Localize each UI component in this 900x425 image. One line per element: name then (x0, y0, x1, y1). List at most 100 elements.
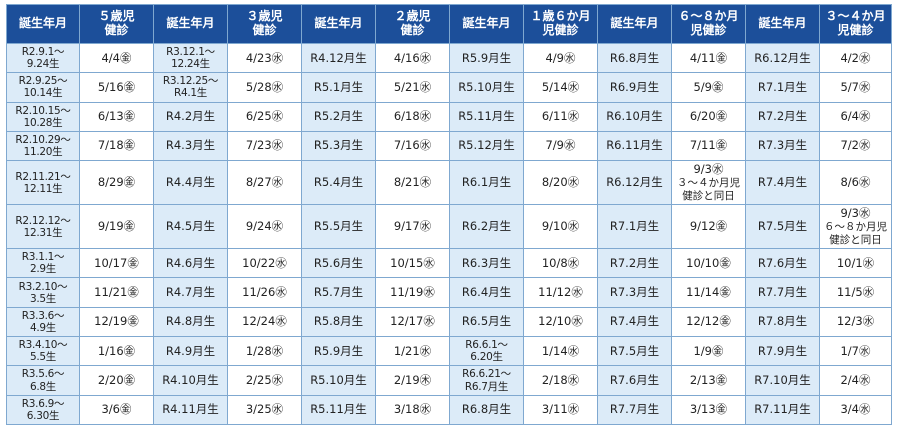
birth-month-cell: R6.6.1～ 6.20生 (449, 336, 524, 367)
birth-month-cell: R3.12.1～ 12.24生 (153, 42, 228, 74)
checkup-date-cell: 4/23㊌ (227, 42, 302, 74)
birth-month-cell: R7.3月生 (745, 130, 820, 162)
checkup-header: ３～４か月 児健診 (819, 4, 892, 44)
checkup-date-cell: 2/25㊌ (227, 365, 302, 396)
birth-month-cell: R5.2月生 (301, 101, 376, 132)
checkup-date-cell: 4/2㊌ (819, 42, 892, 74)
checkup-schedule-table: 誕生年月 ５歳児 健診 誕生年月 ３歳児 健診 誕生年月 ２歳児 健診 誕生年月 １歳６か月 児健診誕… (6, 4, 892, 425)
checkup-date-cell: 6/11㊌ (523, 101, 598, 132)
checkup-date-cell: 1/7㊌ (819, 336, 892, 367)
table-row: R3.5.6～ 6.8生 2/20㊎ R4.10月生 2/25㊌ R5.10月生 2/19㊍… (6, 365, 892, 396)
checkup-date-cell: 11/26㊌ (227, 277, 302, 308)
checkup-date-cell: 7/16㊌ (375, 130, 450, 162)
checkup-date-cell: 12/17㊌ (375, 306, 450, 338)
birth-month-cell: R6.5月生 (449, 306, 524, 338)
birth-month-cell: R7.4月生 (597, 306, 672, 338)
birth-month-cell: R7.2月生 (597, 248, 672, 279)
birth-month-cell: R4.10月生 (153, 365, 228, 396)
birth-month-cell: R6.9月生 (597, 72, 672, 103)
birth-month-header: 誕生年月 (153, 4, 228, 44)
checkup-date-cell: 12/24㊌ (227, 306, 302, 338)
checkup-header: ３歳児 健診 (227, 4, 302, 44)
birth-month-header: 誕生年月 (6, 4, 80, 44)
birth-month-cell: R7.4月生 (745, 160, 820, 206)
checkup-date-cell: 12/19㊎ (79, 306, 154, 338)
checkup-date-cell: 3/6㊎ (79, 394, 154, 425)
birth-month-cell: R6.2月生 (449, 204, 524, 250)
birth-month-cell: R7.3月生 (597, 277, 672, 308)
checkup-date-cell: 9/17㊌ (375, 204, 450, 250)
birth-month-cell: R7.10月生 (745, 365, 820, 396)
birth-month-header: 誕生年月 (449, 4, 524, 44)
checkup-date-cell: 7/11㊎ (671, 130, 746, 162)
table-row: R2.10.15～ 10.28生 6/13㊎ R4.2月生 6/25㊌ R5.2月生 6/1… (6, 101, 892, 132)
header-row: 誕生年月 ５歳児 健診 誕生年月 ３歳児 健診 誕生年月 ２歳児 健診 誕生年月 １歳６か月 児健診誕… (6, 4, 892, 44)
birth-month-cell: R6.8月生 (449, 394, 524, 425)
birth-month-cell: R5.10月生 (449, 72, 524, 103)
checkup-date-cell: 3/13㊎ (671, 394, 746, 425)
checkup-date-cell: 10/10㊎ (671, 248, 746, 279)
table-body: R2.9.1～ 9.24生 4/4㊎ R3.12.1～ 12.24生 4/23㊌ R4.12… (6, 42, 892, 425)
birth-month-cell: R6.4月生 (449, 277, 524, 308)
birth-month-cell: R2.9.25～ 10.14生 (6, 72, 80, 103)
checkup-date-cell: 11/5㊌ (819, 277, 892, 308)
checkup-date-cell: 9/19㊎ (79, 204, 154, 250)
checkup-date-cell: 6/20㊎ (671, 101, 746, 132)
checkup-date-cell: 9/3㊌ ６～８か月児 健診と同日 (819, 204, 892, 250)
birth-month-cell: R5.6月生 (301, 248, 376, 279)
birth-month-cell: R6.3月生 (449, 248, 524, 279)
checkup-date-cell: 7/18㊎ (79, 130, 154, 162)
birth-month-cell: R5.7月生 (301, 277, 376, 308)
checkup-header: １歳６か月 児健診 (523, 4, 598, 44)
birth-month-cell: R5.11月生 (449, 101, 524, 132)
birth-month-cell: R7.11月生 (745, 394, 820, 425)
checkup-date-cell: 10/17㊎ (79, 248, 154, 279)
checkup-header: ５歳児 健診 (79, 4, 154, 44)
checkup-date-cell: 8/21㊍ (375, 160, 450, 206)
checkup-date-cell: 7/2㊌ (819, 130, 892, 162)
checkup-date-cell: 4/9㊌ (523, 42, 598, 74)
checkup-date-cell: 7/23㊌ (227, 130, 302, 162)
birth-month-cell: R5.10月生 (301, 365, 376, 396)
table-row: R2.9.1～ 9.24生 4/4㊎ R3.12.1～ 12.24生 4/23㊌ R4.12… (6, 42, 892, 74)
birth-month-cell: R7.7月生 (597, 394, 672, 425)
birth-month-cell: R5.8月生 (301, 306, 376, 338)
birth-month-cell: R7.7月生 (745, 277, 820, 308)
table-row: R2.10.29～ 11.20生 7/18㊎ R4.3月生 7/23㊌ R5.3月生 7/1… (6, 130, 892, 162)
birth-month-cell: R6.6.21～ R6.7月生 (449, 365, 524, 396)
birth-month-cell: R2.12.12～ 12.31生 (6, 204, 80, 250)
birth-month-cell: R4.11月生 (153, 394, 228, 425)
birth-month-cell: R4.2月生 (153, 101, 228, 132)
birth-month-cell: R4.12月生 (301, 42, 376, 74)
checkup-date-cell: 3/25㊌ (227, 394, 302, 425)
checkup-date-cell: 2/4㊌ (819, 365, 892, 396)
birth-month-cell: R3.5.6～ 6.8生 (6, 365, 80, 396)
checkup-date-cell: 5/7㊌ (819, 72, 892, 103)
table-row: R2.9.25～ 10.14生 5/16㊎ R3.12.25～ R4.1生 5/28㊌ R5… (6, 72, 892, 103)
birth-month-cell: R5.3月生 (301, 130, 376, 162)
birth-month-cell: R2.10.15～ 10.28生 (6, 101, 80, 132)
birth-month-cell: R7.9月生 (745, 336, 820, 367)
table-row: R3.2.10～ 3.5生 11/21㊎ R4.7月生 11/26㊌ R5.7月生 11/1… (6, 277, 892, 308)
checkup-date-cell: 7/9㊌ (523, 130, 598, 162)
birth-month-cell: R2.10.29～ 11.20生 (6, 130, 80, 162)
birth-month-cell: R4.3月生 (153, 130, 228, 162)
checkup-date-cell: 4/16㊌ (375, 42, 450, 74)
checkup-date-cell: 10/22㊌ (227, 248, 302, 279)
checkup-date-cell: 10/8㊌ (523, 248, 598, 279)
birth-month-cell: R4.9月生 (153, 336, 228, 367)
birth-month-cell: R5.4月生 (301, 160, 376, 206)
birth-month-cell: R5.12月生 (449, 130, 524, 162)
checkup-date-cell: 8/29㊎ (79, 160, 154, 206)
checkup-date-cell: 2/13㊎ (671, 365, 746, 396)
table-row: R3.3.6～ 4.9生 12/19㊎ R4.8月生 12/24㊌ R5.8月生 12/17… (6, 306, 892, 338)
birth-month-cell: R5.1月生 (301, 72, 376, 103)
checkup-date-cell: 5/28㊌ (227, 72, 302, 103)
birth-month-cell: R2.11.21～ 12.11生 (6, 160, 80, 206)
birth-month-cell: R7.1月生 (597, 204, 672, 250)
birth-month-cell: R6.8月生 (597, 42, 672, 74)
checkup-date-cell: 11/14㊎ (671, 277, 746, 308)
birth-month-cell: R6.12月生 (597, 160, 672, 206)
checkup-date-cell: 6/4㊌ (819, 101, 892, 132)
checkup-header: ２歳児 健診 (375, 4, 450, 44)
